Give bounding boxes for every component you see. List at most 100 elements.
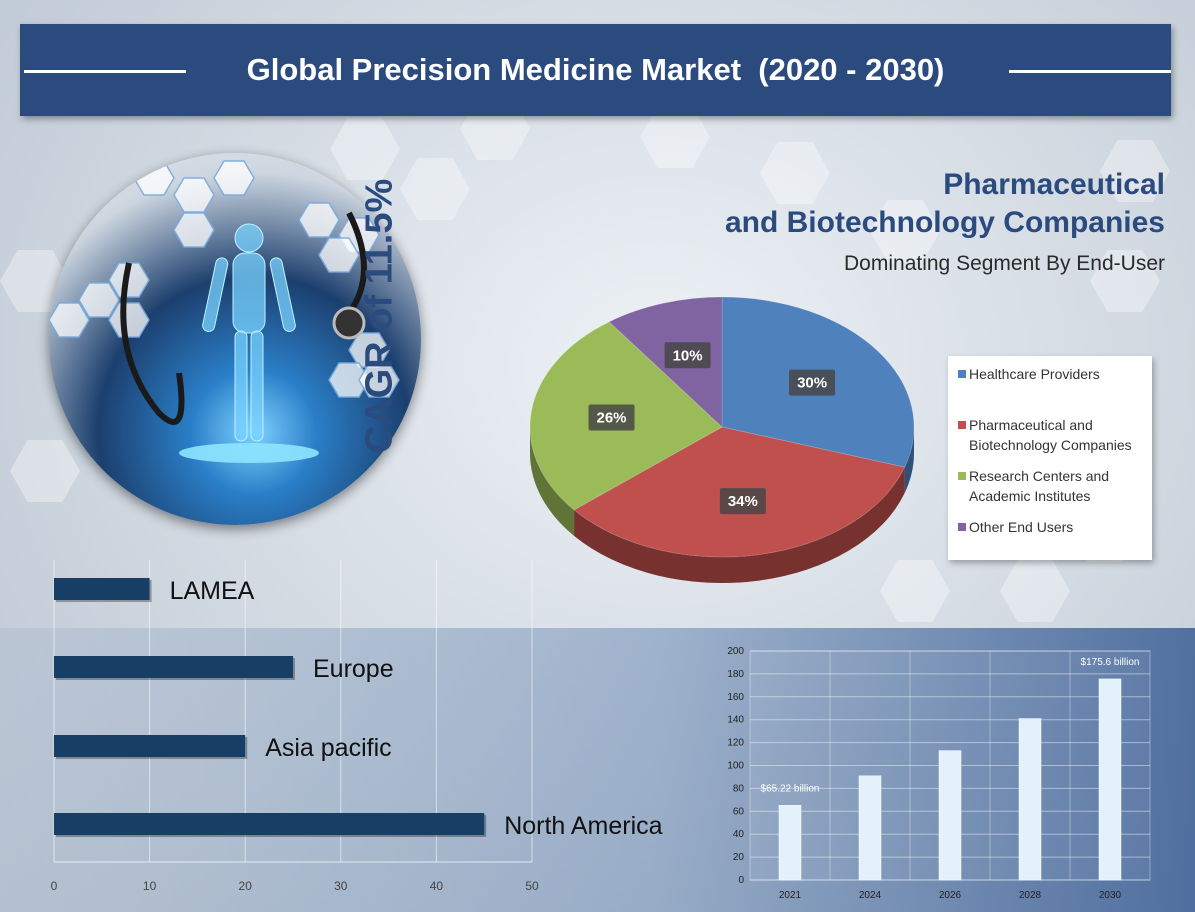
pie-label-box [588, 404, 635, 431]
region-x-tick: 50 [525, 879, 539, 893]
region-bar [54, 813, 485, 835]
dominating-segment-line1: Pharmaceutical [943, 168, 1165, 201]
hex-icon-frame [108, 262, 150, 298]
legend-swatch [958, 523, 966, 531]
legend-swatch [958, 421, 966, 429]
market-size-bar-chart: 0 20 40 60 80 100 120 140 160 180 200 2021 $65.22 bi… [727, 646, 1151, 901]
market-y-tick: 160 [727, 692, 744, 703]
hex-decoration [400, 158, 470, 220]
region-label: Europe [313, 655, 394, 683]
region-label: LAMEA [170, 577, 255, 605]
hex-decoration [640, 106, 710, 168]
region-bar [54, 578, 150, 600]
pie-data-label: 26% [588, 404, 635, 431]
market-y-tick: 200 [727, 646, 744, 657]
region-x-tick: 20 [239, 879, 253, 893]
body-leg [250, 330, 264, 442]
pie-label-text: 30% [797, 375, 827, 392]
pie-label-box [719, 488, 766, 515]
dominating-segment-line2: and Biotechnology Companies [724, 206, 1165, 239]
pie-legend: Healthcare Providers Pharmaceutical and … [948, 356, 1152, 560]
stethoscope-tube [120, 262, 185, 425]
market-x-tick: 2024 [859, 890, 882, 901]
region-x-tick: 10 [143, 879, 157, 893]
pie-label-text: 34% [728, 493, 758, 510]
legend-label: Other End Users [969, 519, 1074, 535]
legend-label: Academic Institutes [969, 488, 1091, 504]
legend-label: Research Centers and [969, 468, 1110, 484]
human-body-illustration [49, 160, 400, 463]
hex-icon-frame [298, 202, 340, 238]
market-y-tick: 140 [727, 715, 744, 726]
region-x-tick: 0 [51, 879, 58, 893]
stethoscope-tube [346, 211, 367, 315]
market-y-tick: 80 [733, 783, 745, 794]
hex-icon-frame [328, 362, 370, 398]
body-torso [232, 252, 266, 334]
hex-icon-frame [78, 282, 120, 318]
hex-icon-frame [108, 302, 150, 338]
hex-decoration [880, 560, 950, 622]
market-y-tick: 100 [727, 761, 744, 772]
market-x-tick: 2028 [1019, 890, 1042, 901]
title-rule-left [24, 70, 186, 73]
market-y-tick: 120 [727, 738, 744, 749]
hex-icon-frame [358, 362, 400, 398]
market-y-tick: 40 [733, 829, 745, 840]
cagr-label: CAGR of 11.5% [358, 178, 401, 454]
market-x-tick: 2026 [939, 890, 962, 901]
region-bar-chart: 0 10 20 30 40 50 LAMEA Europe Asia pacific North … [51, 560, 663, 893]
market-y-tick: 20 [733, 852, 745, 863]
hex-icon-frame [173, 177, 215, 213]
legend-swatch [958, 370, 966, 378]
pie-label-text: 26% [597, 410, 627, 427]
market-bar [858, 775, 882, 881]
market-value-annotation: $65.22 billion [761, 783, 820, 794]
pie-slice-side [904, 427, 914, 494]
hex-decoration [1000, 560, 1070, 622]
region-bar [54, 656, 293, 678]
body-arm [269, 257, 296, 332]
market-x-tick: 2021 [779, 890, 802, 901]
market-bar [1018, 718, 1042, 881]
legend-item-healthcare: Healthcare Providers [958, 364, 1148, 384]
hex-icon-frame [213, 160, 255, 196]
market-y-tick: 180 [727, 669, 744, 680]
market-y-tick: 0 [738, 875, 744, 886]
end-user-pie-chart: 30% 34% 26% 10% [529, 296, 915, 583]
title-banner: Global Precision Medicine Market (2020 -… [20, 24, 1171, 116]
market-y-tick: 60 [733, 806, 745, 817]
hex-icon-frame [318, 237, 360, 273]
region-bar [54, 735, 246, 757]
pie-data-label: 10% [664, 342, 711, 369]
market-bar [778, 805, 802, 881]
market-bar [1098, 678, 1122, 881]
stethoscope-chestpiece [332, 306, 366, 340]
title-rule-right [1009, 70, 1171, 73]
pie-label-box [789, 369, 836, 396]
legend-swatch [958, 472, 966, 480]
region-x-tick: 40 [430, 879, 444, 893]
legend-item-research: Research Centers and Academic Institutes [958, 466, 1148, 506]
body-arm [202, 257, 229, 332]
body-head [234, 223, 264, 253]
market-bar [938, 750, 962, 881]
pie-label-box [664, 342, 711, 369]
hologram-base [179, 443, 319, 463]
hex-icon-frame [173, 212, 215, 248]
hex-icon-frame [49, 302, 90, 338]
region-x-tick: 30 [334, 879, 348, 893]
legend-item-other: Other End Users [958, 517, 1148, 537]
market-x-tick: 2030 [1099, 890, 1122, 901]
hex-decoration [10, 440, 80, 502]
pie-data-label: 30% [789, 369, 836, 396]
legend-label: Healthcare Providers [969, 366, 1100, 382]
dominating-segment-subtitle: Dominating Segment By End-User [844, 252, 1165, 275]
pie-slice-side [574, 467, 905, 583]
page-title: Global Precision Medicine Market (2020 -… [246, 52, 945, 87]
medical-photo-circle [49, 153, 421, 525]
legend-item-pharma: Pharmaceutical and Biotechnology Compani… [958, 415, 1148, 455]
legend-label: Biotechnology Companies [969, 437, 1132, 453]
market-value-annotation: $175.6 billion [1081, 657, 1140, 668]
region-label: North America [504, 812, 662, 840]
